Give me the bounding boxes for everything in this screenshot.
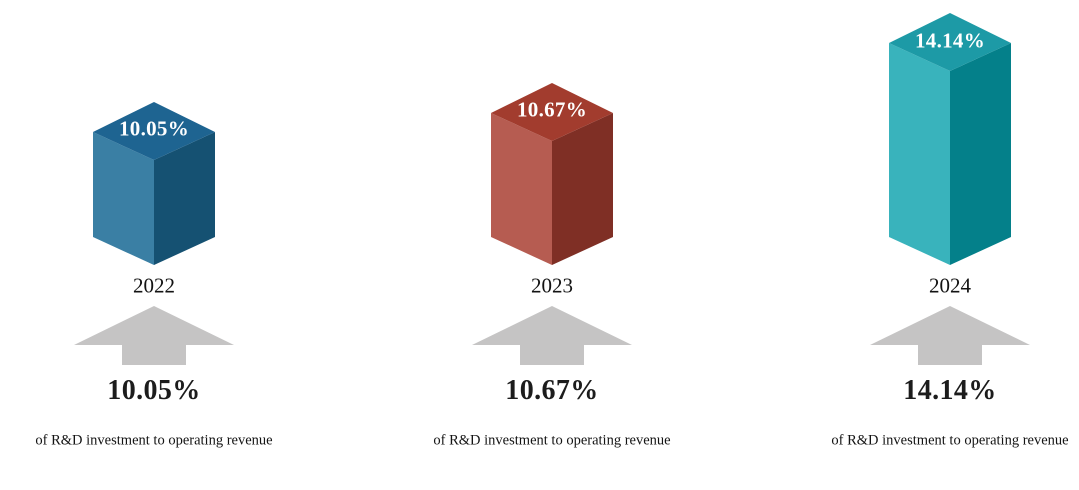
column-top-face (491, 83, 613, 141)
up-arrow-icon (74, 306, 234, 365)
percent-label: 14.14% (903, 375, 997, 406)
column-top-face (889, 13, 1011, 71)
column-right-face (950, 43, 1011, 265)
description-text: of R&D investment to operating revenue (35, 432, 273, 449)
percent-label: 10.05% (107, 375, 201, 406)
column-3d-2024 (889, 13, 1011, 265)
column-value-label: 14.14% (914, 28, 986, 53)
column-3d-2022 (93, 102, 215, 265)
column-left-face (889, 43, 950, 265)
description-text: of R&D investment to operating revenue (831, 432, 1069, 449)
column-right-face (552, 113, 613, 265)
column-left-face (491, 113, 552, 265)
year-label: 2022 (133, 273, 175, 298)
percent-label: 10.67% (505, 375, 599, 406)
column-value-label: 10.67% (516, 97, 588, 122)
column-3d-2023 (491, 83, 613, 265)
up-arrow-icon (870, 306, 1030, 365)
description-text: of R&D investment to operating revenue (433, 432, 671, 449)
column-right-face (154, 132, 215, 265)
column-value-label: 10.05% (118, 116, 190, 141)
column-left-face (93, 132, 154, 265)
column-top-face (93, 102, 215, 160)
up-arrow-icon (472, 306, 632, 365)
year-label: 2023 (531, 273, 573, 298)
year-label: 2024 (929, 273, 971, 298)
